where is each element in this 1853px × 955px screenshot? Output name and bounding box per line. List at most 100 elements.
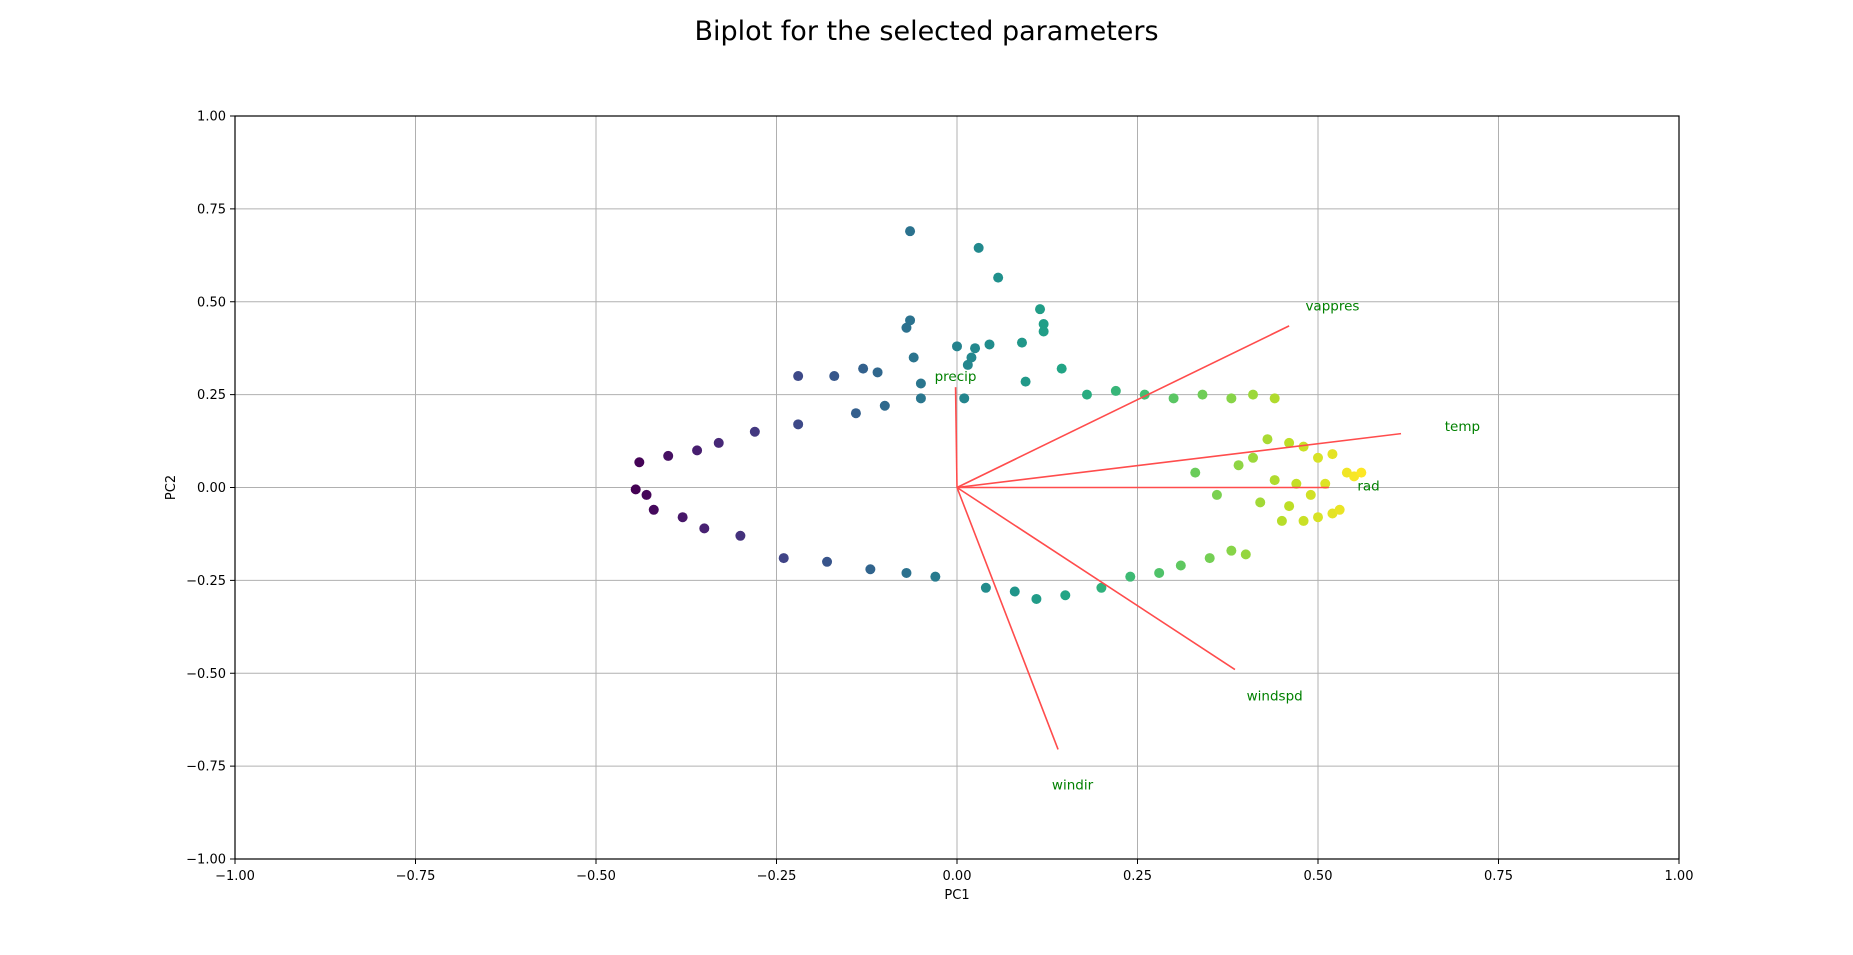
score-point — [1038, 319, 1049, 330]
score-point — [1269, 475, 1280, 486]
score-point — [663, 450, 674, 461]
score-point — [1056, 363, 1067, 374]
score-point — [966, 352, 977, 363]
score-point — [1284, 501, 1295, 512]
score-point — [648, 504, 659, 515]
y-tick-label: 1.00 — [197, 110, 226, 125]
score-point — [1248, 389, 1259, 400]
score-point — [1031, 593, 1042, 604]
score-point — [1035, 304, 1046, 315]
axis-ticks: −1.00 −0.75 −0.50 −0.25 0.00 0.25 0.50 0.75 1.00… — [186, 110, 1693, 885]
x-tick-label: 0.00 — [943, 869, 972, 884]
score-point — [630, 484, 641, 495]
y-tick-label: 0.25 — [197, 388, 226, 403]
y-tick-label: −1.00 — [186, 853, 226, 868]
x-tick-label: 0.75 — [1484, 869, 1513, 884]
score-point — [1020, 376, 1031, 387]
loading-label-windspd: windspd — [1247, 689, 1303, 705]
score-point — [1060, 590, 1071, 601]
score-point — [1320, 478, 1331, 489]
score-point — [634, 457, 645, 468]
score-point — [1190, 467, 1201, 478]
score-points — [630, 226, 1367, 604]
score-point — [1327, 449, 1338, 460]
score-point — [865, 564, 876, 575]
y-tick-label: −0.75 — [186, 760, 226, 775]
score-point — [1305, 489, 1316, 500]
chart-title: Biplot for the selected parameters — [694, 16, 1158, 47]
loading-label-temp: temp — [1445, 419, 1480, 435]
score-point — [641, 489, 652, 500]
score-point — [970, 343, 981, 354]
x-tick-label: 0.25 — [1123, 869, 1152, 884]
score-point — [850, 408, 861, 419]
loading-label-rad: rad — [1357, 479, 1379, 495]
score-point — [735, 530, 746, 541]
x-tick-label: 0.50 — [1304, 869, 1333, 884]
score-point — [952, 341, 962, 352]
x-tick-label: −0.75 — [396, 869, 436, 884]
x-tick-label: 1.00 — [1665, 869, 1694, 884]
score-point — [915, 378, 926, 389]
score-point — [901, 322, 912, 333]
loading-label-windir: windir — [1052, 778, 1094, 794]
score-point — [879, 400, 890, 411]
score-point — [905, 226, 916, 237]
score-point — [793, 419, 804, 430]
score-point — [905, 315, 916, 326]
score-point — [973, 242, 984, 253]
loading-arrow-vappres — [956, 325, 1290, 489]
score-point — [1240, 549, 1251, 560]
score-point — [1038, 326, 1049, 337]
score-point — [1211, 489, 1222, 500]
loading-arrow-temp — [956, 432, 1402, 489]
score-point — [930, 571, 941, 582]
score-point — [858, 363, 869, 374]
score-point — [822, 556, 833, 567]
y-tick-label: −0.50 — [186, 667, 226, 682]
score-point — [1154, 567, 1165, 578]
score-point — [1313, 452, 1323, 463]
score-point — [778, 553, 789, 564]
score-point — [908, 352, 919, 363]
score-point — [749, 426, 760, 437]
score-point — [1298, 515, 1309, 526]
score-point — [1197, 389, 1208, 400]
score-point — [1298, 441, 1309, 452]
score-point — [677, 512, 688, 523]
y-tick-label: 0.00 — [197, 481, 226, 496]
score-point — [1276, 515, 1287, 526]
x-tick-label: −1.00 — [215, 869, 255, 884]
score-point — [1110, 385, 1121, 396]
score-point — [1125, 571, 1136, 582]
score-point — [980, 582, 991, 593]
score-point — [872, 367, 883, 378]
loading-arrow-precip — [954, 387, 958, 488]
loading-arrow-windir — [956, 487, 1059, 750]
score-point — [1233, 460, 1244, 471]
score-point — [1356, 467, 1367, 478]
score-point — [1269, 393, 1280, 404]
score-point — [713, 437, 724, 448]
score-point — [959, 393, 970, 404]
score-point — [962, 359, 973, 370]
x-tick-label: −0.50 — [576, 869, 616, 884]
score-point — [829, 371, 840, 382]
x-tick-label: −0.25 — [757, 869, 797, 884]
y-tick-label: 0.75 — [197, 202, 226, 217]
score-point — [1284, 437, 1295, 448]
score-point — [1313, 512, 1323, 523]
score-point — [1168, 393, 1179, 404]
score-point — [1226, 393, 1237, 404]
score-point — [1291, 478, 1302, 489]
score-point — [901, 567, 912, 578]
score-point — [1096, 582, 1107, 593]
score-point — [1226, 545, 1237, 556]
score-point — [1175, 560, 1186, 571]
loading-vectors: precip vappres temp rad windspd windir — [935, 298, 1480, 793]
score-point — [993, 272, 1004, 283]
loading-label-precip: precip — [935, 369, 977, 385]
score-point — [1016, 337, 1027, 348]
score-point — [1262, 434, 1273, 445]
